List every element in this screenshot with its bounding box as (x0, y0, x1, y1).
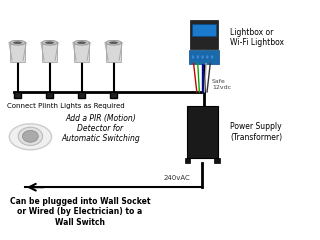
Circle shape (22, 130, 38, 142)
Text: Add a PIR (Motion)
Detector for
Automatic Switching: Add a PIR (Motion) Detector for Automati… (61, 114, 140, 143)
Text: Can be plugged into Wall Socket
or Wired (by Electrician) to a
Wall Switch: Can be plugged into Wall Socket or Wired… (10, 197, 150, 227)
Ellipse shape (42, 40, 58, 45)
Ellipse shape (201, 55, 204, 59)
Ellipse shape (77, 42, 86, 44)
Text: Power Supply
(Transformer): Power Supply (Transformer) (230, 122, 283, 142)
FancyBboxPatch shape (46, 92, 53, 98)
FancyBboxPatch shape (14, 92, 21, 98)
FancyBboxPatch shape (214, 158, 220, 163)
Ellipse shape (196, 55, 199, 59)
Ellipse shape (74, 40, 90, 45)
FancyBboxPatch shape (42, 42, 57, 62)
FancyBboxPatch shape (190, 20, 218, 49)
FancyBboxPatch shape (189, 50, 219, 64)
FancyBboxPatch shape (78, 92, 85, 98)
Ellipse shape (10, 40, 26, 45)
Ellipse shape (106, 40, 122, 45)
FancyBboxPatch shape (187, 106, 218, 158)
Ellipse shape (211, 55, 214, 59)
FancyBboxPatch shape (106, 42, 121, 62)
Text: 240vAC: 240vAC (164, 175, 190, 181)
Circle shape (18, 127, 43, 145)
Ellipse shape (191, 55, 195, 59)
FancyBboxPatch shape (192, 24, 216, 36)
FancyBboxPatch shape (110, 92, 117, 98)
Text: Safe
12vdc: Safe 12vdc (212, 79, 231, 90)
Ellipse shape (13, 42, 22, 44)
Ellipse shape (109, 42, 118, 44)
Text: Lightbox or
Wi-Fi Lightbox: Lightbox or Wi-Fi Lightbox (230, 28, 284, 47)
Ellipse shape (45, 42, 54, 44)
Text: Connect Plinth Lights as Required: Connect Plinth Lights as Required (7, 103, 124, 109)
Ellipse shape (9, 124, 52, 150)
Ellipse shape (206, 55, 209, 59)
FancyBboxPatch shape (185, 158, 190, 163)
FancyBboxPatch shape (74, 42, 89, 62)
FancyBboxPatch shape (10, 42, 25, 62)
